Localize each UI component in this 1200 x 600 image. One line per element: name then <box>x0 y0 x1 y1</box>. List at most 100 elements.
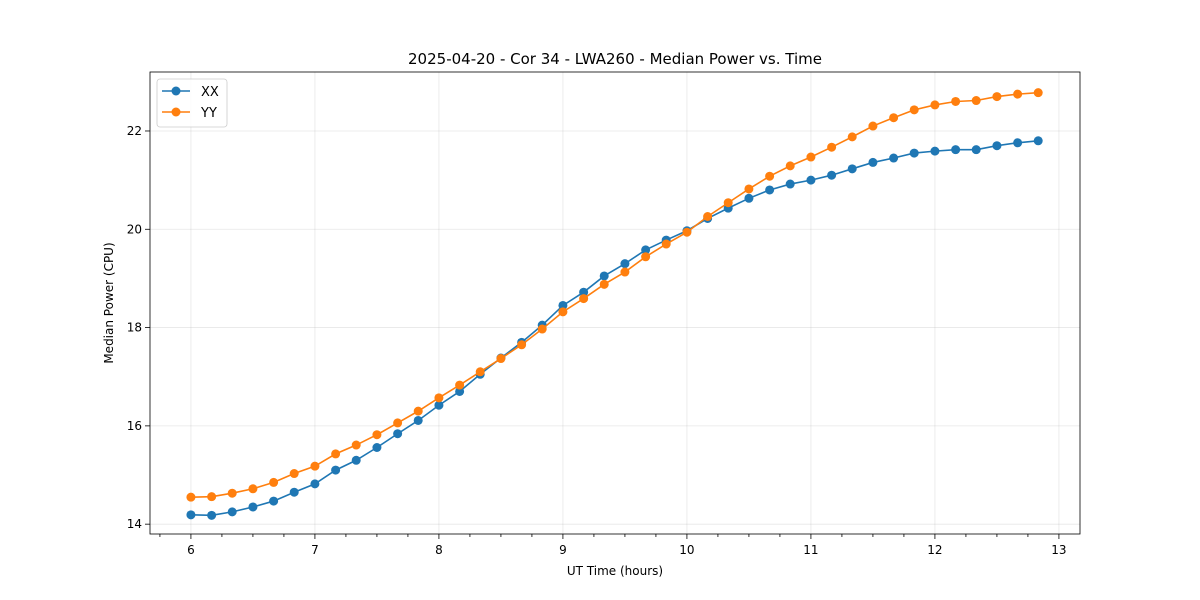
data-point <box>351 440 361 450</box>
data-point <box>537 324 547 334</box>
data-point <box>1013 138 1023 148</box>
data-point <box>1033 136 1043 146</box>
data-point <box>496 354 506 364</box>
legend-label: XX <box>201 85 219 100</box>
data-point <box>1033 88 1043 98</box>
data-point <box>310 461 320 471</box>
y-tick-label: 20 <box>127 222 142 236</box>
data-point <box>765 171 775 181</box>
data-point <box>951 145 961 155</box>
x-tick-label: 12 <box>927 543 942 557</box>
data-point <box>661 239 671 249</box>
x-tick-label: 13 <box>1051 543 1066 557</box>
data-point <box>434 400 444 410</box>
x-tick-label: 6 <box>187 543 195 557</box>
data-point <box>579 287 589 297</box>
data-point <box>909 148 919 158</box>
data-point <box>703 212 713 221</box>
data-point <box>207 510 217 520</box>
data-point <box>372 430 382 440</box>
data-point <box>599 271 609 281</box>
data-point <box>909 105 919 115</box>
data-point <box>455 386 465 396</box>
data-point <box>951 96 961 106</box>
data-point <box>827 142 837 152</box>
data-point <box>227 488 237 498</box>
data-point <box>558 307 568 317</box>
data-point <box>351 455 361 465</box>
data-point <box>1013 89 1023 99</box>
legend: XX YY <box>156 78 228 128</box>
data-point <box>331 465 341 475</box>
data-point <box>269 477 279 487</box>
data-point <box>475 367 485 377</box>
legend-entries: XX YY <box>162 85 219 121</box>
data-point <box>207 492 217 502</box>
x-tick-label: 8 <box>435 543 443 557</box>
legend-entry-xx: XX <box>162 85 219 100</box>
x-tick-label: 9 <box>559 543 567 557</box>
data-point <box>310 479 320 489</box>
data-point <box>889 153 899 163</box>
data-point <box>620 259 630 269</box>
data-point <box>393 429 403 439</box>
y-tick-label: 16 <box>127 419 142 433</box>
data-point <box>868 157 878 167</box>
data-point <box>331 449 341 459</box>
x-tick-label: 11 <box>803 543 818 557</box>
data-point <box>289 469 299 479</box>
data-point <box>930 100 940 110</box>
axis-ticks: 6 7 8 9 10 11 12 13 14 16 18 20 22 <box>127 124 1067 557</box>
data-point <box>744 184 754 194</box>
data-point <box>847 132 857 142</box>
data-point <box>579 294 589 304</box>
data-point <box>641 252 651 262</box>
y-tick-label: 18 <box>127 321 142 335</box>
chart-title: 2025-04-20 - Cor 34 - LWA260 - Median Po… <box>408 50 822 68</box>
series-xx <box>186 136 1043 520</box>
legend-marker <box>171 107 181 117</box>
data-point <box>806 175 816 185</box>
x-tick-label: 10 <box>679 543 694 557</box>
data-point <box>785 161 795 171</box>
x-axis-label: UT Time (hours) <box>567 564 663 578</box>
data-point <box>723 198 733 208</box>
data-point <box>227 507 237 517</box>
data-point <box>393 418 403 428</box>
data-point <box>765 185 775 195</box>
data-point <box>971 96 981 106</box>
data-point <box>413 415 423 425</box>
data-point <box>620 267 630 277</box>
data-point <box>992 92 1002 102</box>
data-point <box>889 113 899 123</box>
y-tick-label: 14 <box>127 517 142 531</box>
series-yy <box>186 88 1043 502</box>
data-point <box>682 227 692 237</box>
data-point <box>827 170 837 180</box>
legend-label: YY <box>200 106 217 121</box>
data-point <box>269 496 279 506</box>
data-point <box>785 179 795 189</box>
series-layer <box>186 88 1043 520</box>
data-point <box>289 487 299 497</box>
plot-frame <box>149 71 1081 535</box>
data-point <box>868 121 878 131</box>
legend-marker <box>171 86 181 96</box>
legend-entry-yy: YY <box>162 106 217 121</box>
data-point <box>971 145 981 155</box>
data-point <box>992 141 1002 151</box>
data-point <box>930 146 940 156</box>
data-point <box>434 393 444 403</box>
y-tick-label: 22 <box>127 124 142 138</box>
data-point <box>558 300 568 310</box>
data-point <box>806 152 816 162</box>
data-point <box>248 502 258 512</box>
data-point <box>455 380 465 390</box>
data-point <box>847 164 857 174</box>
data-point <box>413 406 423 416</box>
data-point <box>248 484 258 494</box>
data-point <box>744 193 754 203</box>
data-point <box>186 510 196 520</box>
x-tick-label: 7 <box>311 543 319 557</box>
